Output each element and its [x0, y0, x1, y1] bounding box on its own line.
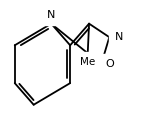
Text: N: N: [115, 32, 123, 42]
Text: N: N: [47, 10, 55, 20]
Text: O: O: [105, 59, 114, 69]
Text: Me: Me: [80, 57, 95, 67]
